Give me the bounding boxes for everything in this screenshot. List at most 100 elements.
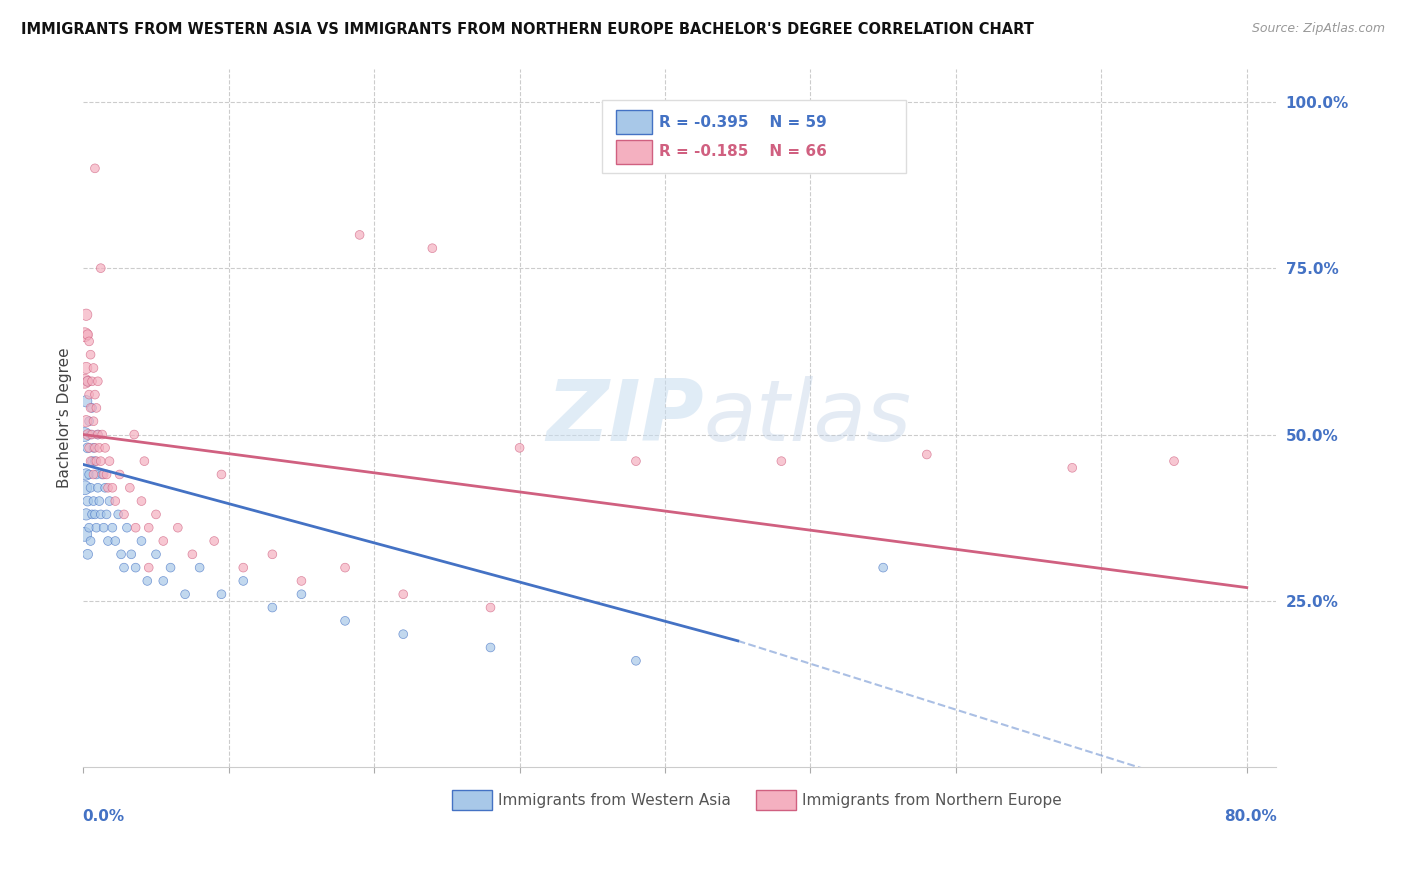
Point	[79, 427, 101, 442]
Point	[159, 560, 181, 574]
Point	[138, 560, 160, 574]
Point	[82, 467, 104, 482]
Point	[392, 627, 415, 641]
Text: atlas: atlas	[703, 376, 911, 459]
Point	[77, 334, 100, 349]
Point	[108, 467, 131, 482]
Text: 80.0%: 80.0%	[1225, 809, 1277, 824]
Point	[134, 454, 156, 468]
FancyBboxPatch shape	[602, 100, 905, 173]
Point	[80, 454, 103, 468]
Point	[124, 521, 146, 535]
Point	[479, 640, 502, 655]
Point	[94, 481, 117, 495]
Point	[80, 508, 103, 522]
Point	[79, 401, 101, 415]
Text: Source: ZipAtlas.com: Source: ZipAtlas.com	[1251, 22, 1385, 36]
Point	[1163, 454, 1185, 468]
Point	[77, 414, 100, 428]
Point	[91, 467, 114, 482]
Point	[77, 441, 100, 455]
Point	[872, 560, 894, 574]
Point	[73, 427, 96, 442]
Point	[79, 348, 101, 362]
Point	[89, 494, 111, 508]
Point	[1062, 460, 1084, 475]
Point	[97, 534, 120, 549]
Point	[75, 308, 97, 322]
Point	[211, 587, 233, 601]
Point	[84, 508, 107, 522]
Point	[104, 494, 127, 508]
Point	[84, 387, 107, 401]
Point	[624, 454, 647, 468]
Point	[166, 521, 188, 535]
Point	[75, 361, 97, 376]
Point	[770, 454, 793, 468]
Point	[624, 654, 647, 668]
Point	[136, 574, 159, 588]
Point	[107, 508, 129, 522]
Point	[118, 481, 141, 495]
Point	[87, 427, 110, 442]
Point	[87, 374, 110, 388]
Point	[84, 441, 107, 455]
Point	[90, 454, 112, 468]
Point	[82, 494, 104, 508]
Point	[349, 227, 371, 242]
Point	[94, 441, 117, 455]
Point	[915, 448, 938, 462]
Text: 0.0%: 0.0%	[82, 809, 124, 824]
Text: Immigrants from Western Asia: Immigrants from Western Asia	[498, 793, 731, 807]
Point	[93, 521, 115, 535]
Point	[188, 560, 211, 574]
Point	[152, 534, 174, 549]
Point	[290, 574, 312, 588]
Point	[73, 481, 96, 495]
Point	[82, 361, 104, 376]
Point	[90, 508, 112, 522]
Point	[262, 547, 284, 561]
Point	[211, 467, 233, 482]
Point	[333, 560, 356, 574]
Point	[509, 441, 531, 455]
Point	[101, 481, 124, 495]
Point	[479, 600, 502, 615]
Text: Immigrants from Northern Europe: Immigrants from Northern Europe	[803, 793, 1062, 807]
Point	[145, 547, 167, 561]
Point	[93, 467, 115, 482]
Point	[73, 527, 96, 541]
Point	[89, 441, 111, 455]
Point	[131, 534, 153, 549]
Point	[79, 454, 101, 468]
Point	[84, 454, 107, 468]
Point	[76, 441, 98, 455]
Point	[84, 161, 107, 176]
Point	[75, 467, 97, 482]
Point	[76, 374, 98, 388]
FancyBboxPatch shape	[756, 790, 796, 810]
Point	[86, 454, 108, 468]
Point	[115, 521, 138, 535]
Point	[112, 508, 135, 522]
Point	[181, 547, 204, 561]
Point	[86, 521, 108, 535]
FancyBboxPatch shape	[616, 111, 652, 134]
Point	[76, 494, 98, 508]
Point	[87, 481, 110, 495]
Point	[96, 467, 118, 482]
Point	[232, 560, 254, 574]
Point	[124, 560, 146, 574]
Point	[174, 587, 197, 601]
Point	[86, 467, 108, 482]
Point	[90, 261, 112, 276]
Point	[75, 508, 97, 522]
Point	[76, 427, 98, 442]
FancyBboxPatch shape	[616, 140, 652, 163]
Point	[96, 508, 118, 522]
Point	[101, 521, 124, 535]
Point	[86, 401, 108, 415]
Point	[80, 427, 103, 442]
Point	[80, 401, 103, 415]
Point	[76, 374, 98, 388]
